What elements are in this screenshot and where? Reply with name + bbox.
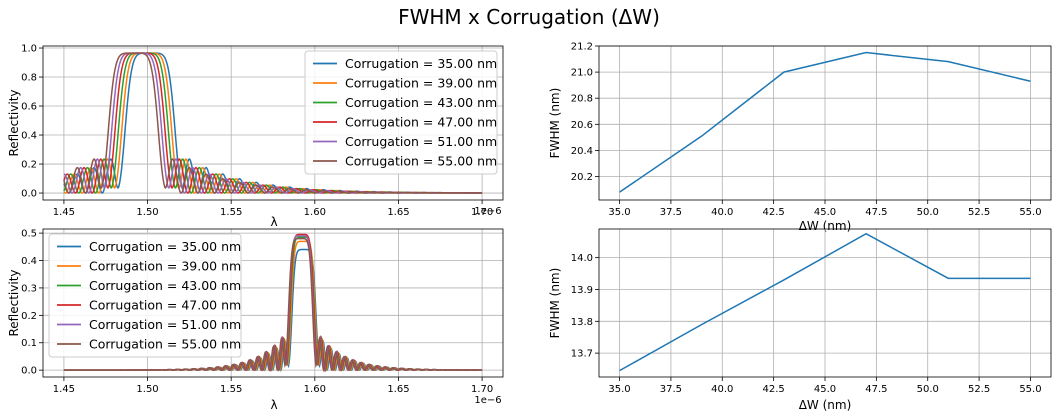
x-offset-text: 1e−6 xyxy=(474,206,501,217)
y-tick-label: 0.6 xyxy=(21,102,37,113)
legend-entry: Corrugation = 39.00 nm xyxy=(345,76,497,91)
y-axis-label: Reflectivity xyxy=(7,89,21,156)
x-tick-label: 1.65 xyxy=(387,384,409,395)
x-tick-label: 1.55 xyxy=(220,207,242,218)
x-tick-label: 40.0 xyxy=(711,384,733,395)
x-tick-label: 1.45 xyxy=(53,384,75,395)
legend-entry: Corrugation = 55.00 nm xyxy=(345,154,497,169)
y-tick-label: 0.3 xyxy=(21,283,37,294)
x-tick-label: 1.70 xyxy=(471,207,493,218)
axes-frame xyxy=(42,45,504,201)
fwhm-line xyxy=(619,51,1031,193)
legend: Corrugation = 35.00 nm Corrugation = 39.0… xyxy=(304,50,498,175)
legend: Corrugation = 35.00 nm Corrugation = 39.0… xyxy=(48,233,242,358)
x-tick-label: 1.60 xyxy=(304,384,326,395)
y-tick-label: 0.0 xyxy=(21,189,37,200)
y-tick-label: 20.8 xyxy=(571,94,593,105)
y-tick-label: 0.2 xyxy=(21,160,37,171)
x-axis-label: ΔW (nm) xyxy=(799,398,852,412)
x-tick-label: 1.50 xyxy=(136,207,158,218)
y-tick-label: 0.2 xyxy=(21,311,37,322)
x-tick-label: 55.0 xyxy=(1019,384,1041,395)
legend-entry: Corrugation = 35.00 nm xyxy=(345,56,497,71)
y-axis-label: Reflectivity xyxy=(7,269,21,336)
legend-box xyxy=(48,233,242,358)
x-tick-label: 42.5 xyxy=(763,384,785,395)
x-tick-label: 50.0 xyxy=(917,384,939,395)
x-tick-label: 52.5 xyxy=(968,207,990,218)
legend-entry: Corrugation = 39.00 nm xyxy=(89,259,241,274)
subplot-4: 35.0 37.5 40.0 42.5 45.0 47.5 50.0 52.5 55.0 13.7… xyxy=(548,228,1052,412)
legend-entry: Corrugation = 47.00 nm xyxy=(345,115,497,130)
x-tick-label: 47.5 xyxy=(865,207,887,218)
x-axis-label: λ xyxy=(270,215,277,229)
y-tick-label: 21.2 xyxy=(571,42,593,53)
legend-entry: Corrugation = 51.00 nm xyxy=(345,134,497,149)
x-tick-label: 50.0 xyxy=(917,207,939,218)
legend-entry: Corrugation = 43.00 nm xyxy=(89,278,241,293)
figure-title: FWHM x Corrugation (ΔW) xyxy=(398,5,660,29)
y-tick-label: 0.5 xyxy=(21,229,37,240)
legend-entry: Corrugation = 51.00 nm xyxy=(89,317,241,332)
x-tick-label: 55.0 xyxy=(1019,207,1041,218)
x-tick-label: 1.70 xyxy=(471,384,493,395)
x-tick-label: 45.0 xyxy=(814,384,836,395)
x-tick-label: 37.5 xyxy=(660,207,682,218)
x-tick-label: 1.55 xyxy=(220,384,242,395)
x-tick-label: 47.5 xyxy=(865,384,887,395)
legend-entry: Corrugation = 47.00 nm xyxy=(89,298,241,313)
x-tick-label: 42.5 xyxy=(763,207,785,218)
x-tick-label: 1.65 xyxy=(387,207,409,218)
x-tick-label: 45.0 xyxy=(814,207,836,218)
y-tick-label: 0.8 xyxy=(21,73,37,84)
y-tick-label: 13.7 xyxy=(571,349,593,360)
x-tick-label: 1.45 xyxy=(53,207,75,218)
fwhm-line xyxy=(619,232,1031,372)
y-tick-label: 1.0 xyxy=(21,44,37,55)
y-tick-label: 0.1 xyxy=(21,338,37,349)
y-tick-label: 0.4 xyxy=(21,256,37,267)
legend-entry: Corrugation = 35.00 nm xyxy=(89,239,241,254)
x-axis-label: ΔW (nm) xyxy=(799,219,852,233)
x-tick-label: 35.0 xyxy=(608,207,630,218)
y-tick-label: 13.9 xyxy=(571,285,593,296)
x-tick-label: 52.5 xyxy=(968,384,990,395)
legend-box xyxy=(304,50,498,175)
y-axis-label: FWHM (nm) xyxy=(548,88,562,159)
legend-entry: Corrugation = 55.00 nm xyxy=(89,337,241,352)
x-tick-label: 1.60 xyxy=(304,207,326,218)
y-tick-label: 20.4 xyxy=(571,146,593,157)
y-tick-label: 21.0 xyxy=(571,68,593,79)
series-line-6 xyxy=(63,52,483,194)
y-tick-label: 20.6 xyxy=(571,120,593,131)
subplot-2: 35.0 37.5 40.0 42.5 45.0 47.5 50.0 52.5 55.0 20.2… xyxy=(548,42,1052,233)
y-tick-label: 14.0 xyxy=(571,253,593,264)
subplot-1: 1.45 1.50 1.55 1.60 1.65 1.70 0.0 0.2 0.4 0.6 0.8 1… xyxy=(7,44,504,229)
subplot-3: 1.45 1.50 1.55 1.60 1.65 1.70 0.0 0.1 0.2 0.3 0.4 0… xyxy=(7,228,504,412)
x-tick-label: 37.5 xyxy=(660,384,682,395)
y-axis-label: FWHM (nm) xyxy=(548,268,562,339)
x-offset-text: 1e−6 xyxy=(474,395,501,406)
y-tick-label: 20.2 xyxy=(571,172,593,183)
x-tick-label: 35.0 xyxy=(608,384,630,395)
x-axis-label: λ xyxy=(270,398,277,412)
y-tick-label: 0.0 xyxy=(21,366,37,377)
y-tick-label: 13.8 xyxy=(571,317,593,328)
series-line-6 xyxy=(63,237,483,373)
legend-entry: Corrugation = 43.00 nm xyxy=(345,95,497,110)
axes-frame xyxy=(42,228,504,378)
y-tick-label: 0.4 xyxy=(21,131,37,142)
x-tick-label: 40.0 xyxy=(711,207,733,218)
x-tick-label: 1.50 xyxy=(136,384,158,395)
